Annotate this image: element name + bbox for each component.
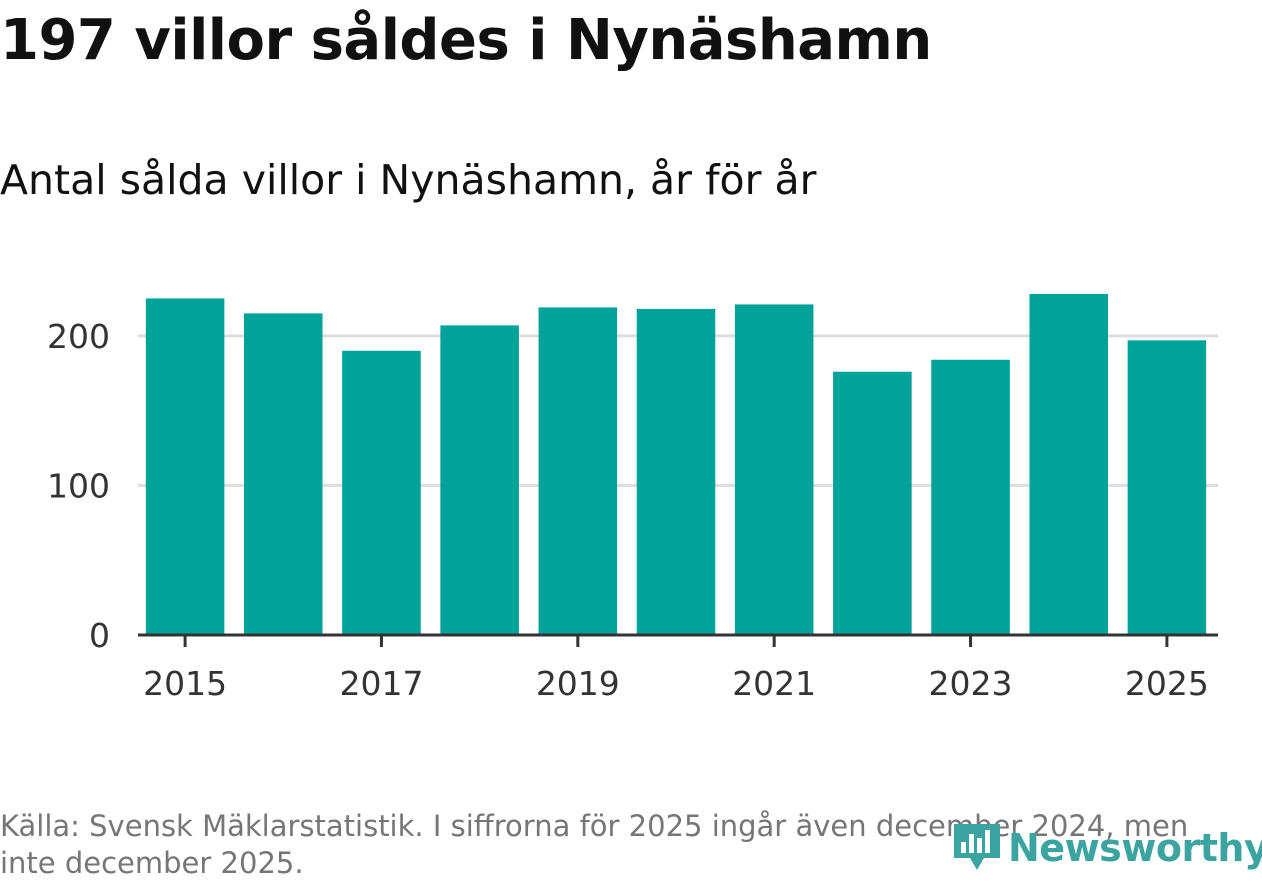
bar-2016[interactable]	[244, 313, 323, 635]
x-tick-label-2017: 2017	[339, 664, 423, 703]
x-tick-label-2019: 2019	[536, 664, 620, 703]
bar-2023[interactable]	[931, 359, 1010, 635]
bar-2024[interactable]	[1029, 293, 1108, 635]
bar-2015[interactable]	[145, 298, 225, 635]
newsworthy-logo[interactable]: Newsworthy	[950, 818, 1262, 878]
bar-2017[interactable]	[342, 350, 421, 635]
bar-2019[interactable]	[538, 307, 618, 635]
newsworthy-logo-icon	[954, 824, 1000, 870]
chart-subtitle: Antal sålda villor i Nynäshamn, år för å…	[0, 156, 817, 204]
logo-text: Newsworthy	[1008, 826, 1262, 870]
bar-2021[interactable]	[734, 304, 814, 635]
x-tick-label-2015: 2015	[143, 664, 227, 703]
bar-2025[interactable]	[1127, 340, 1207, 635]
bar-2018[interactable]	[440, 325, 519, 635]
x-tick-label-2025: 2025	[1125, 664, 1209, 703]
bar-2020[interactable]	[636, 308, 716, 635]
y-tick-label-100: 100	[47, 466, 110, 505]
y-tick-label-0: 0	[89, 616, 110, 655]
y-tick-label-200: 200	[47, 317, 110, 356]
x-tick-label-2021: 2021	[732, 664, 816, 703]
chart-title: 197 villor såldes i Nynäshamn	[0, 8, 932, 73]
bar-2022[interactable]	[833, 371, 912, 635]
x-tick-label-2023: 2023	[929, 664, 1013, 703]
